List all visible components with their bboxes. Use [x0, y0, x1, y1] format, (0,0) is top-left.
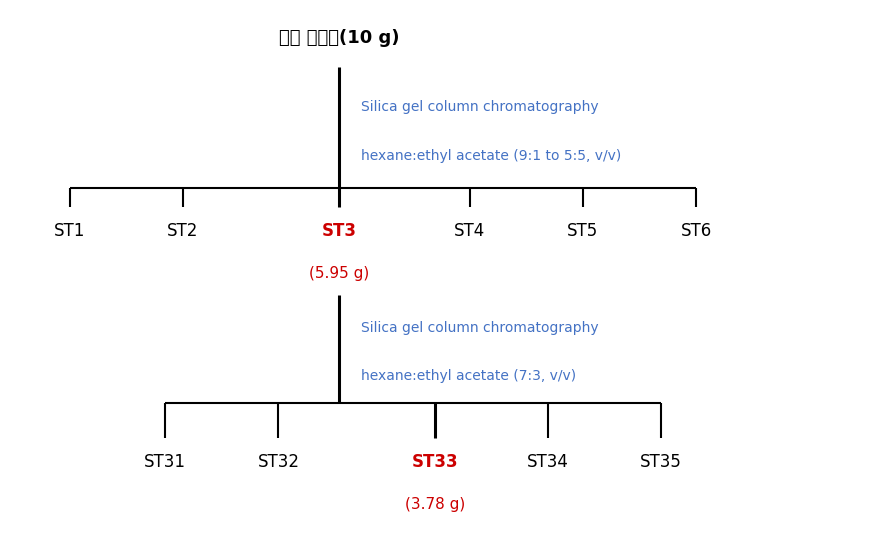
Text: ST4: ST4	[454, 222, 485, 240]
Text: ST33: ST33	[411, 453, 458, 471]
Text: hexane:ethyl acetate (7:3, v/v): hexane:ethyl acetate (7:3, v/v)	[361, 369, 575, 383]
Text: 형개 추출물(10 g): 형개 추출물(10 g)	[279, 28, 399, 47]
Text: ST5: ST5	[567, 222, 598, 240]
Text: ST35: ST35	[640, 453, 681, 471]
Text: ST6: ST6	[680, 222, 711, 240]
Text: ST2: ST2	[167, 222, 198, 240]
Text: Silica gel column chromatography: Silica gel column chromatography	[361, 321, 598, 335]
Text: ST34: ST34	[527, 453, 568, 471]
Text: Silica gel column chromatography: Silica gel column chromatography	[361, 100, 598, 114]
Text: ST1: ST1	[54, 222, 85, 240]
Text: ST32: ST32	[257, 453, 299, 471]
Text: (5.95 g): (5.95 g)	[308, 266, 369, 281]
Text: (3.78 g): (3.78 g)	[404, 497, 465, 512]
Text: hexane:ethyl acetate (9:1 to 5:5, v/v): hexane:ethyl acetate (9:1 to 5:5, v/v)	[361, 149, 620, 163]
Text: ST31: ST31	[144, 453, 186, 471]
Text: ST3: ST3	[322, 222, 356, 240]
